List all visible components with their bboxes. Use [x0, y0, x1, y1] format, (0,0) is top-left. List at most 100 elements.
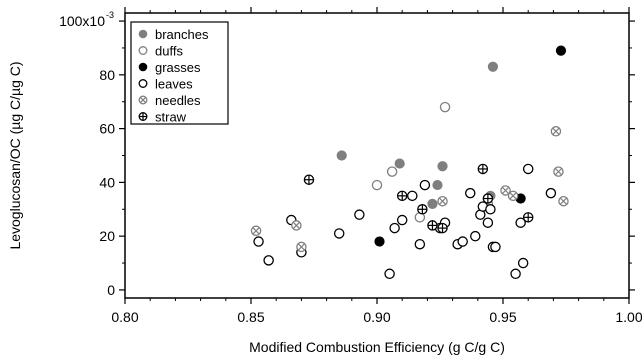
- duffs-point: [386, 166, 398, 177]
- leaves-point: [253, 236, 264, 247]
- y-tick-label: 40: [99, 174, 115, 190]
- needles-marker-cross: [297, 243, 305, 251]
- leaves-point: [515, 217, 526, 228]
- legend-item-needles: needles: [138, 93, 201, 108]
- branches-point: [437, 161, 448, 172]
- leaves-point: [470, 230, 481, 242]
- needles-marker-cross: [252, 227, 260, 235]
- y-tick-label-top: 100x10: [59, 13, 105, 29]
- duffs-point: [371, 179, 383, 191]
- needles-point: [507, 190, 519, 202]
- leaves-point: [396, 214, 408, 226]
- needles-marker-cross: [559, 197, 568, 205]
- series-straw: [303, 163, 534, 234]
- leaves-point: [263, 255, 274, 266]
- needles-marker-cross: [139, 96, 147, 104]
- leaves-point: [354, 209, 365, 220]
- needles-marker-cross: [509, 192, 517, 200]
- x-tick-label: 0.95: [489, 309, 516, 325]
- branches-point: [487, 61, 499, 72]
- branches-point: [394, 158, 405, 169]
- series-needles: [250, 126, 569, 253]
- needles-point: [296, 241, 307, 253]
- needles-point: [558, 195, 569, 207]
- branches-point: [336, 150, 347, 161]
- leaves-point: [485, 204, 496, 215]
- leaves-point: [457, 236, 468, 247]
- needles-point: [291, 220, 302, 231]
- leaves-point: [522, 163, 534, 175]
- legend-marker-leaves: [138, 79, 148, 88]
- y-tick-label: 20: [99, 228, 115, 244]
- needles-point: [437, 195, 448, 207]
- leaves-point: [482, 217, 494, 228]
- grasses-point: [374, 236, 385, 247]
- straw-point: [427, 220, 438, 231]
- leaves-point: [414, 238, 426, 250]
- straw-point: [522, 212, 534, 223]
- y-tick-exponent: -3: [106, 10, 114, 20]
- straw-point: [396, 190, 408, 202]
- y-tick-label: 80: [99, 67, 115, 83]
- leaves-point: [384, 268, 395, 280]
- series-branches: [336, 61, 499, 209]
- legend-item-duffs: duffs: [138, 44, 183, 59]
- legend-label-straw: straw: [155, 110, 187, 125]
- legend-box: [130, 21, 229, 125]
- legend-label-grasses: grasses: [155, 60, 201, 75]
- series-grasses: [374, 45, 567, 247]
- data-points: [250, 45, 569, 280]
- needles-point: [553, 166, 564, 177]
- needles-marker-cross: [554, 168, 562, 176]
- straw-point: [417, 204, 428, 215]
- x-tick-label: 1.00: [615, 309, 642, 325]
- leaves-point: [389, 222, 400, 234]
- needles-marker-cross: [292, 221, 300, 229]
- needles-point: [550, 126, 562, 137]
- leaves-point: [419, 179, 431, 191]
- x-tick-label: 0.85: [237, 309, 264, 325]
- axes: 0.80 0.85 0.90 0.95 1.00 0 20 40 60 80 100x10 -3: [59, 7, 642, 325]
- branches-point: [427, 198, 438, 209]
- leaves-point: [517, 257, 529, 269]
- legend-item-leaves: leaves: [138, 77, 193, 92]
- needles-marker-cross: [552, 127, 560, 135]
- needles-marker-cross: [501, 186, 510, 195]
- legend-item-grasses: grasses: [138, 60, 201, 75]
- leaves-point: [510, 268, 521, 280]
- needles-point: [250, 225, 262, 237]
- leaves-point: [407, 190, 418, 202]
- legend-label-duffs: duffs: [155, 44, 183, 59]
- legend-marker-branches: [138, 29, 148, 39]
- branches-point: [432, 179, 443, 191]
- y-tick-label: 60: [99, 121, 115, 137]
- leaves-point: [490, 241, 501, 253]
- leaves-point: [464, 187, 476, 199]
- legend-item-straw: straw: [138, 110, 187, 125]
- x-axis-title: Modified Combustion Efficiency (g C/g C): [249, 339, 505, 355]
- legend-marker-straw: [138, 112, 148, 121]
- duffs-point: [439, 101, 451, 113]
- legend-label-needles: needles: [155, 93, 201, 108]
- legend-item-branches: branches: [138, 27, 209, 42]
- legend-label-branches: branches: [155, 27, 209, 42]
- x-tick-label: 0.90: [363, 309, 390, 325]
- y-axis-title: Levoglucosan/OC (µg C/µg C): [7, 61, 23, 249]
- legend-marker-grasses: [138, 62, 148, 72]
- straw-point: [437, 222, 448, 234]
- legend-label-leaves: leaves: [155, 77, 193, 92]
- needles-marker-cross: [438, 197, 447, 205]
- straw-point: [477, 163, 489, 175]
- y-tick-label: 0: [107, 282, 115, 298]
- straw-point: [303, 174, 315, 185]
- straw-point: [482, 193, 494, 204]
- needles-point: [500, 185, 511, 196]
- x-tick-label: 0.80: [111, 309, 138, 325]
- legend-marker-needles: [138, 95, 148, 105]
- legend-marker-duffs: [138, 46, 148, 55]
- leaves-point: [333, 228, 345, 239]
- leaves-point: [545, 187, 557, 199]
